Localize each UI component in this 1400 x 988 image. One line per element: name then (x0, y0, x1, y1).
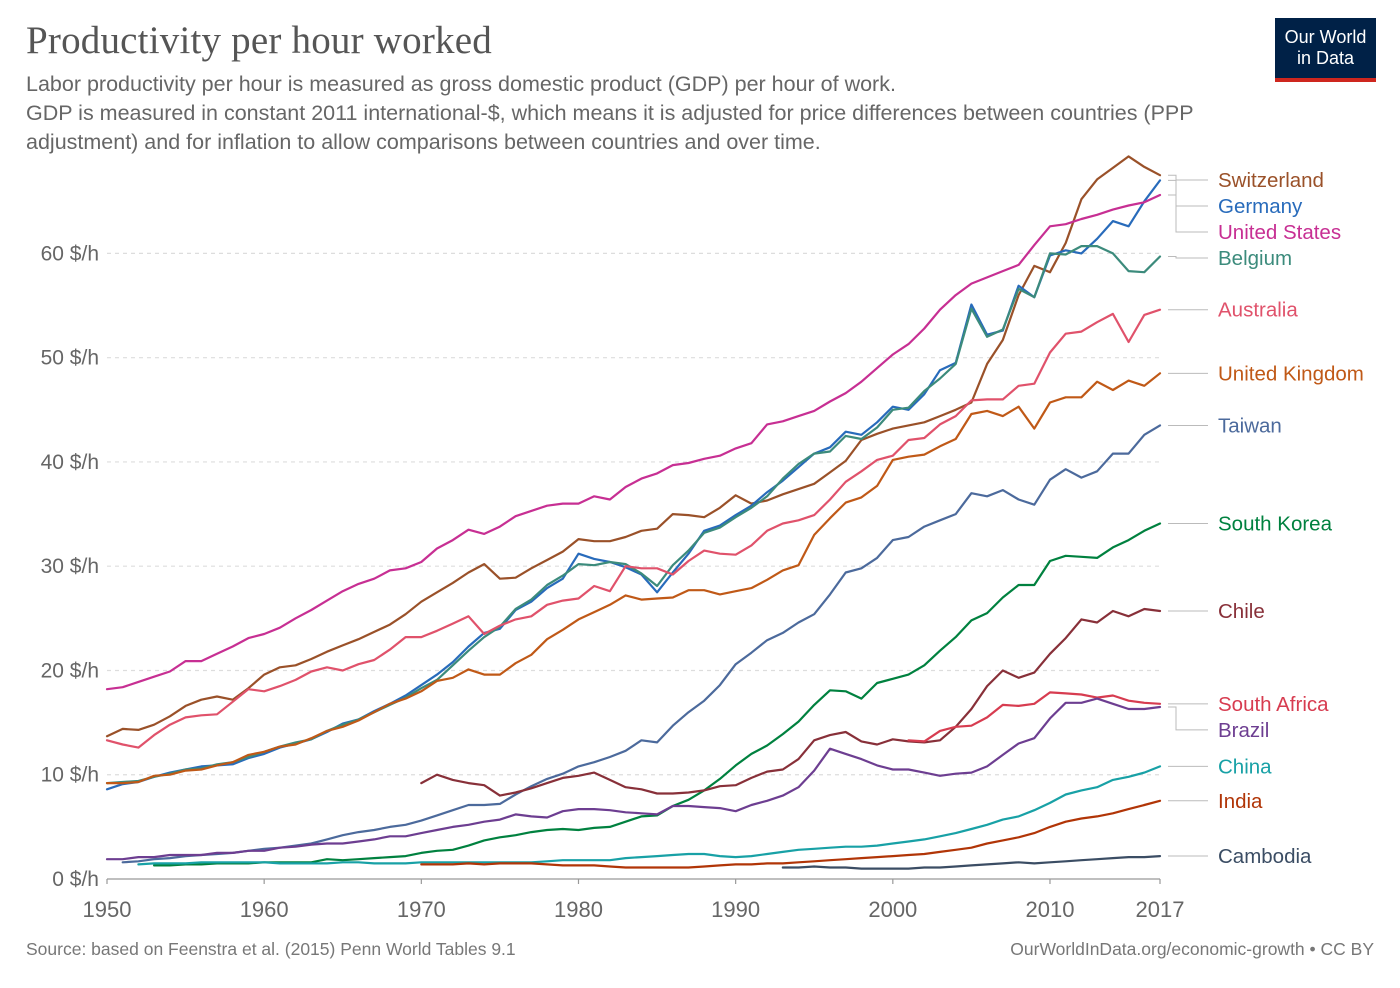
x-tick-label: 2000 (868, 897, 917, 922)
legend-label-taiwan[interactable]: Taiwan (1218, 414, 1282, 437)
legend-label-germany[interactable]: Germany (1218, 195, 1303, 218)
source-note: Source: based on Feenstra et al. (2015) … (26, 939, 516, 959)
legend-connector-switzerland (1168, 174, 1208, 181)
chart-title: Productivity per hour worked (26, 19, 492, 62)
y-tick-label: 40 $/h (41, 451, 99, 474)
legend-connector-brazil (1168, 706, 1208, 731)
series-line-australia[interactable] (105, 308, 1162, 749)
x-axis: 1950 1960 1970 1980 1990 2000 2010 2017 (83, 878, 1185, 922)
series-line-brazil[interactable] (105, 697, 1162, 861)
legend-label-south-africa[interactable]: South Africa (1218, 693, 1329, 716)
legend-label-united-kingdom[interactable]: United Kingdom (1218, 362, 1364, 385)
legend-label-cambodia[interactable]: Cambodia (1218, 845, 1312, 868)
y-tick-label: 30 $/h (41, 555, 99, 578)
x-tick-label: 1970 (397, 897, 446, 922)
series-line-south-africa[interactable] (907, 691, 1162, 743)
x-tick-label: 1950 (83, 897, 132, 922)
legend-label-switzerland[interactable]: Switzerland (1218, 169, 1324, 192)
x-tick-label: 2010 (1026, 897, 1075, 922)
series-line-cambodia[interactable] (781, 854, 1162, 870)
x-tick-label: 2017 (1136, 897, 1185, 922)
series-line-united-states[interactable] (105, 193, 1162, 691)
series-lines (105, 155, 1162, 870)
series-line-china[interactable] (137, 765, 1162, 866)
legend-label-south-korea[interactable]: South Korea (1218, 512, 1333, 535)
legend-label-india[interactable]: India (1218, 790, 1263, 813)
owid-logo[interactable]: Our World in Data (1275, 18, 1376, 82)
series-line-chile[interactable] (420, 607, 1162, 797)
legend-connector-belgium (1168, 256, 1208, 259)
credit-link[interactable]: OurWorldInData.org/economic-growth • CC … (1010, 939, 1374, 959)
chart-subtitle: Labor productivity per hour is measured … (26, 72, 1194, 154)
legend-label-chile[interactable]: Chile (1218, 600, 1265, 623)
series-line-india[interactable] (420, 799, 1162, 869)
logo-text-line2: in Data (1296, 48, 1355, 68)
legend-label-australia[interactable]: Australia (1218, 299, 1298, 322)
y-tick-label: 20 $/h (41, 659, 99, 682)
y-tick-label: 0 $/h (52, 868, 99, 891)
logo-text-line1: Our World (1284, 27, 1367, 47)
series-line-belgium[interactable] (105, 245, 1162, 785)
legend-label-china[interactable]: China (1218, 755, 1272, 778)
legend-label-brazil[interactable]: Brazil (1218, 719, 1269, 742)
x-tick-label: 1980 (554, 897, 603, 922)
y-axis: 0 $/h 10 $/h 20 $/h 30 $/h 40 $/h 50 $/h 60 $/… (41, 242, 99, 891)
legend-label-belgium[interactable]: Belgium (1218, 247, 1292, 270)
legend-label-united-states[interactable]: United States (1218, 221, 1341, 244)
series-line-switzerland[interactable] (105, 155, 1162, 738)
x-tick-label: 1960 (240, 897, 289, 922)
series-line-united-kingdom[interactable] (105, 372, 1162, 785)
x-tick-label: 1990 (711, 897, 760, 922)
legend: Switzerland Germany United States Belgium Au… (1168, 169, 1364, 868)
y-tick-label: 10 $/h (41, 764, 99, 787)
y-tick-label: 60 $/h (41, 242, 99, 265)
series-line-taiwan[interactable] (121, 424, 1162, 864)
logo-accent-bar (1275, 78, 1376, 82)
legend-connector-united-states (1168, 194, 1208, 233)
legend-connector-germany (1168, 179, 1208, 207)
y-tick-label: 50 $/h (41, 347, 99, 370)
